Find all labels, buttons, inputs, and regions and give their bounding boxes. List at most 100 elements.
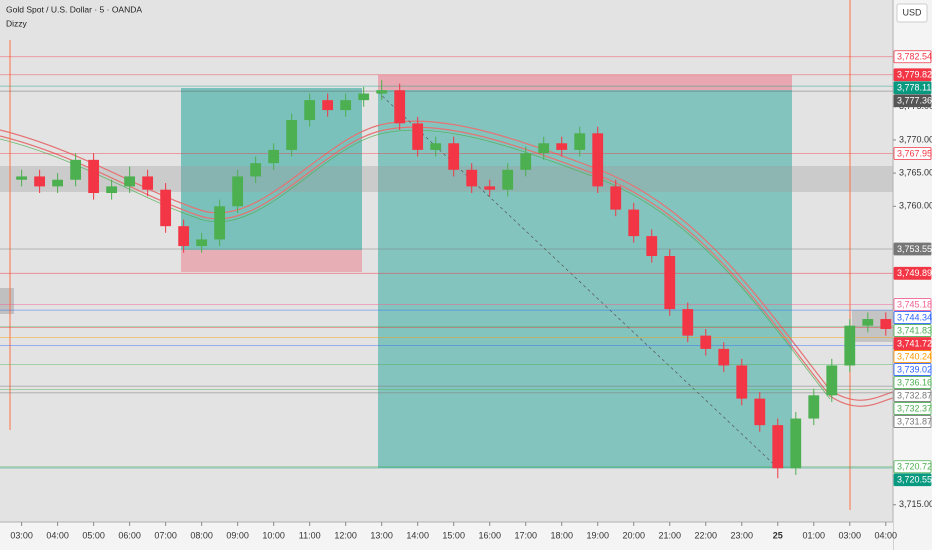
candle-body	[718, 348, 730, 366]
x-tick-label: 04:00	[46, 530, 69, 540]
candle-body	[70, 159, 82, 180]
candle-body	[394, 90, 406, 124]
candle-body	[754, 398, 766, 426]
price-tag-label: 3,736.165	[897, 377, 932, 387]
x-tick-label: 21:00	[658, 530, 681, 540]
y-tick-label: 3,760.000	[899, 201, 932, 211]
x-tick-label: 13:00	[370, 530, 393, 540]
price-tag-label: 3,732.377	[897, 403, 932, 413]
price-tag	[893, 415, 932, 428]
chart-title: Gold Spot / U.S. Dollar · 5 · OANDA	[6, 4, 142, 14]
price-tag-label: 3,749.892	[897, 268, 932, 278]
x-tick-label: 09:00	[226, 530, 249, 540]
candle-body	[610, 186, 622, 210]
y-tick-label: 3,770.000	[899, 134, 932, 144]
price-tag	[893, 50, 932, 64]
ma-ribbon-upper	[0, 120, 893, 401]
candle-body	[592, 133, 604, 187]
candle-body	[772, 425, 784, 469]
x-tick-label: 16:00	[478, 530, 501, 540]
candle-body	[214, 206, 226, 240]
x-tick-label: 01:00	[803, 530, 826, 540]
price-tag	[893, 81, 932, 95]
currency-button[interactable]	[896, 3, 928, 23]
candle-body	[664, 256, 676, 310]
price-tag-label: 3,740.240	[897, 351, 932, 361]
price-tag	[893, 266, 932, 280]
price-tag-label: 3,720.553	[897, 475, 932, 485]
candle-body	[160, 189, 172, 227]
price-labels: 3,782.546 3,779.828 3,778.111 3,777.365 3,76…	[893, 50, 932, 487]
price-tag-label: 3,778.111	[897, 83, 932, 93]
price-tag-label: 3,767.957	[897, 148, 932, 158]
candle-body	[34, 176, 46, 187]
candle-body	[880, 319, 892, 329]
candle-body	[808, 395, 820, 419]
long-position-profit-zone	[181, 88, 362, 250]
candle-body	[376, 90, 388, 94]
price-tag-label: 3,782.546	[897, 52, 932, 62]
price-tag-label: 3,779.828	[897, 70, 932, 80]
candle-body	[232, 176, 244, 207]
price-tag	[893, 311, 932, 324]
candle-body	[826, 365, 838, 396]
candle-body	[628, 209, 640, 237]
price-tag-label: 3,720.726	[897, 462, 932, 472]
candle-body	[520, 153, 532, 170]
x-tick-label: 20:00	[622, 530, 645, 540]
x-tick-label: 08:00	[190, 530, 213, 540]
short-position-stop-zone	[378, 75, 792, 90]
y-tick-label: 3,765.000	[899, 167, 932, 177]
candle-body	[52, 179, 64, 187]
time-axis-background	[0, 522, 893, 550]
currency-label[interactable]: USD	[902, 7, 922, 17]
candle-body	[790, 418, 802, 469]
candle-body	[646, 236, 658, 257]
candle-body	[358, 93, 370, 101]
drawings	[0, 0, 893, 510]
x-tick-label: 25	[773, 530, 783, 540]
price-tag	[893, 473, 932, 487]
price-tag-label: 3,745.180	[897, 299, 932, 309]
candle-body	[844, 325, 856, 366]
price-tag-label: 3,731.877	[897, 416, 932, 426]
x-tick-label: 03:00	[10, 530, 33, 540]
x-tick-label: 14:00	[406, 530, 429, 540]
price-tag-label: 3,741.725	[897, 338, 932, 348]
price-tag	[893, 376, 932, 389]
x-tick-label: 11:00	[299, 530, 321, 540]
time-axis: 03:00 04:00 05:00 06:00 07:00 08:00 09:00 10:00…	[10, 522, 897, 540]
candle-body	[322, 100, 334, 111]
price-tag-label: 3,744.342	[897, 312, 932, 322]
candle-body	[304, 100, 316, 121]
x-tick-label: 05:00	[82, 530, 105, 540]
price-tag	[893, 68, 932, 82]
long-position-stop-zone	[181, 250, 362, 272]
candle-body	[862, 319, 874, 326]
x-tick-label: 19:00	[586, 530, 609, 540]
candle-body	[106, 186, 118, 194]
candles	[16, 80, 892, 479]
candle-body	[16, 176, 28, 180]
price-tag-label: 3,739.025	[897, 364, 932, 374]
price-tag	[893, 298, 932, 311]
price-tag	[893, 324, 932, 337]
price-tag	[893, 350, 932, 363]
x-tick-label: 15:00	[442, 530, 465, 540]
candle-body	[448, 143, 460, 170]
candle-body	[484, 186, 496, 190]
ma-green	[0, 129, 831, 400]
price-tag	[893, 94, 932, 108]
price-tag-label: 3,753.556	[897, 244, 932, 254]
price-tag	[893, 389, 932, 402]
x-tick-label: 04:00	[875, 530, 898, 540]
candle-body	[466, 169, 478, 187]
candle-body	[142, 176, 154, 190]
price-tag	[893, 402, 932, 415]
candle-body	[196, 239, 208, 247]
price-tag-label: 3,777.365	[897, 96, 932, 106]
candle-body	[574, 133, 586, 150]
candle-body	[88, 159, 100, 194]
